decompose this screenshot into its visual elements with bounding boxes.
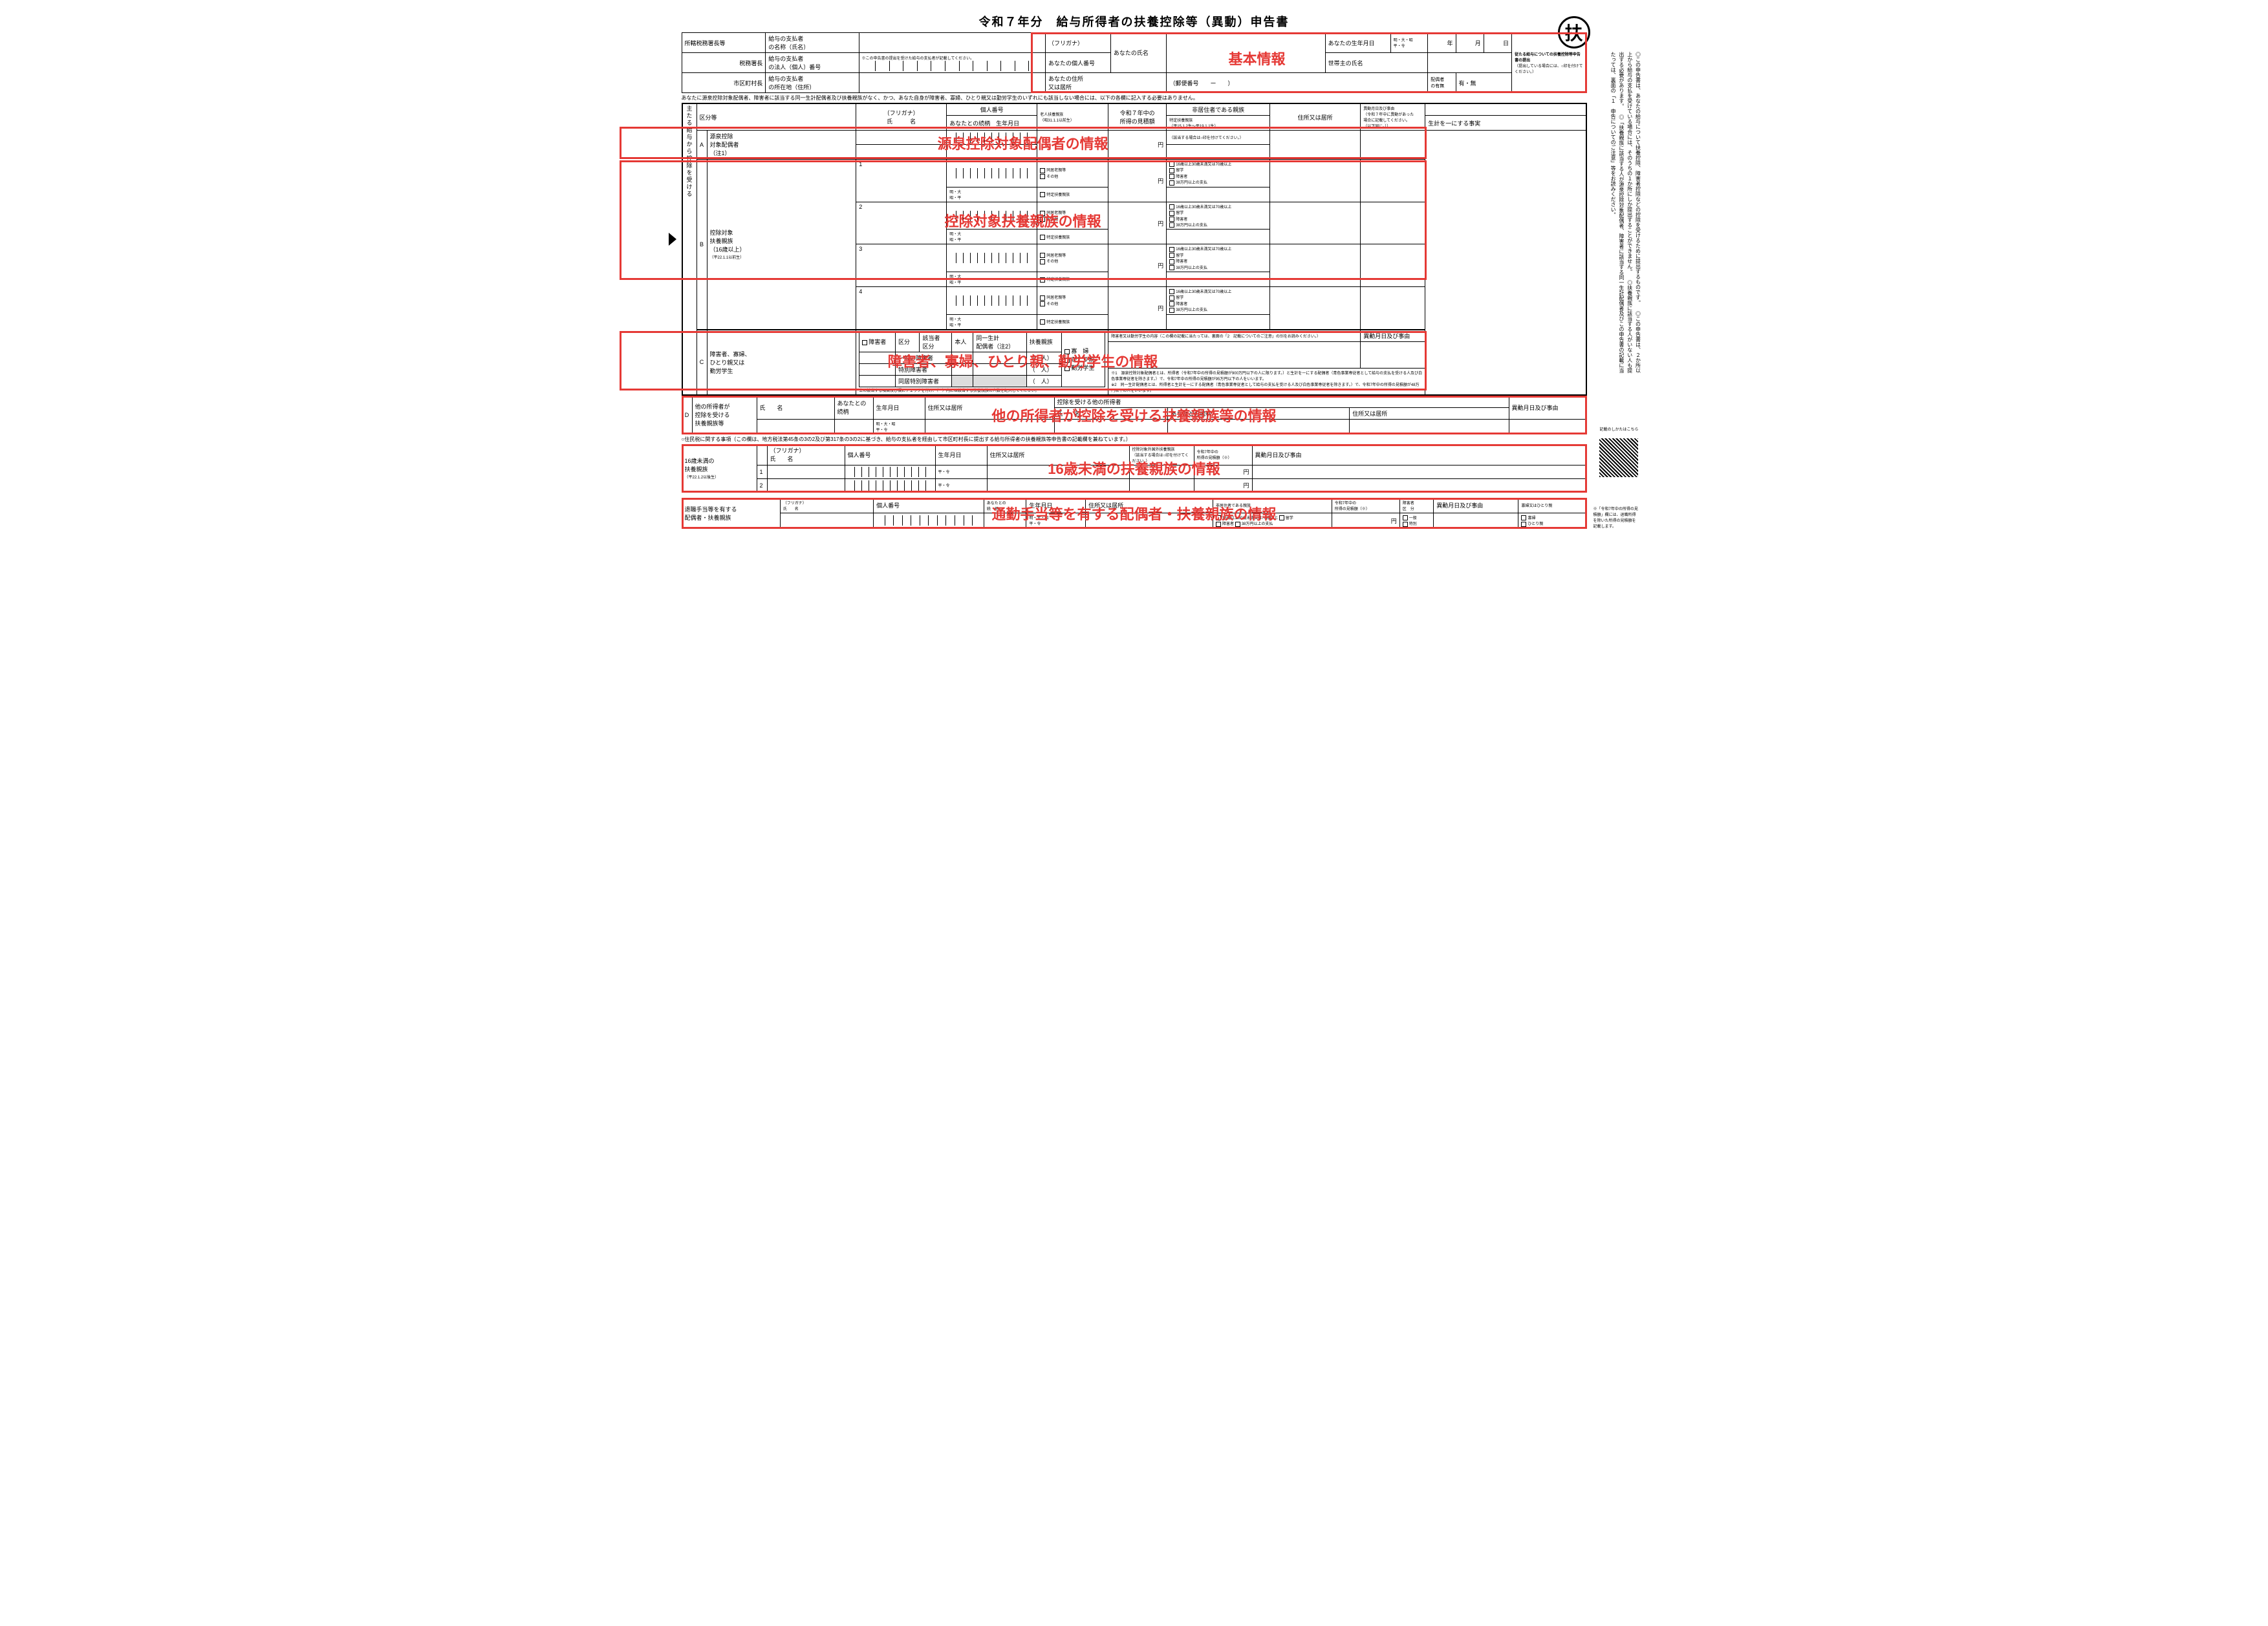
u16-note: ※「令和7年中の所得の見積額」欄には、退職所得を除いた所得の見積額を記載します。	[1593, 506, 1639, 529]
red-d: 他の所得者が控除を受ける扶養親族等の情報	[991, 405, 1276, 425]
b4-chk2[interactable]: 特定扶養親族	[1037, 314, 1108, 329]
ch-c3: 個人番号	[947, 103, 1037, 116]
note2: ○住民税に関する事項（この欄は、地方税法第45条の3の2及び第317条の3の2に…	[682, 434, 1587, 444]
b4-mynum[interactable]	[947, 287, 1037, 315]
era-label: 明・大・昭 平・令	[1390, 33, 1428, 53]
yr: 年	[1428, 33, 1456, 53]
red-f: 通勤手当等を有する配偶者・扶養親族の情報	[991, 503, 1276, 524]
hdr-r3c2: 給与の支払者 の所在地（住所）	[766, 73, 859, 93]
postal: （郵便番号 ー ）	[1167, 73, 1428, 93]
payer-addr[interactable]	[859, 73, 1045, 93]
red-e: 16歳未満の扶養親族の情報	[1048, 458, 1220, 478]
b4-r1[interactable]: 16歳以上30歳未満又は70歳以上留学障害者38万円以上の支払	[1167, 287, 1270, 315]
form-title: 令和７年分 給与所得者の扶養控除等（異動）申告書	[682, 13, 1587, 30]
b4-inc[interactable]: 円	[1108, 287, 1167, 330]
hdr-r2c1: 税務署長	[682, 53, 766, 73]
hdr-r2c2: 給与の支払者 の法人（個人）番号	[766, 53, 859, 73]
ch-c9: 非居住者である親族	[1167, 103, 1270, 116]
your-name-label: あなたの氏名	[1110, 33, 1167, 73]
hdr-r2note: ※この申告書の提出を受けた給与の支払者が記載してください。	[859, 53, 1045, 73]
payer-name[interactable]	[859, 33, 1045, 53]
b4-fact[interactable]	[1167, 314, 1270, 329]
b4-addr[interactable]	[1270, 287, 1361, 330]
mynum-label: あなたの個人番号	[1045, 53, 1110, 73]
side-note: ◎この申告書は、あなたの給与について扶養控除、障害者控除などの控除を受けるために…	[1593, 52, 1642, 375]
hh-name[interactable]	[1428, 53, 1512, 73]
hdr-r1c1: 所轄税務署長等	[682, 33, 766, 53]
addr-label: あなたの住所 又は居所	[1045, 73, 1166, 93]
your-name[interactable]	[1167, 33, 1325, 73]
red-b: 控除対象扶養親族の情報	[945, 210, 1101, 231]
extra-col: 従たる給与についての扶養控除等申告書の提出（提出している場合には、○印を付けてく…	[1512, 33, 1586, 93]
b4-chk1[interactable]: 同居老親等その他	[1037, 287, 1108, 315]
furigana-label: （フリガナ）	[1045, 33, 1110, 53]
red-a: 源泉控除対象配偶者の情報	[938, 133, 1108, 153]
b4-num: 4	[856, 287, 947, 330]
note1: あなたに源泉控除対象配偶者、障害者に該当する同一生計配偶者及び扶養親族がなく、か…	[682, 93, 1587, 103]
spouse-lbl: 配偶者 の有無	[1428, 73, 1456, 93]
red-c: 障害者、寡婦、ひとり親、勤労学生の情報	[888, 350, 1158, 371]
qr-code	[1599, 438, 1638, 477]
main-table: 主たる給与から控除を受ける 区分等 （フリガナ） 氏 名 個人番号 老人扶養親族…	[682, 103, 1587, 396]
header-table: 所轄税務署長等 給与の支払者 の名称（氏名） （フリガナ） あなたの氏名 あなた…	[682, 32, 1587, 93]
hdr-r3c1: 市区町村長	[682, 73, 766, 93]
spouse-yn[interactable]: 有・無	[1456, 73, 1512, 93]
hdr-r1c2: 給与の支払者 の名称（氏名）	[766, 33, 859, 53]
qr-area: 記載のしかたはこちら	[1599, 426, 1638, 477]
ch-c10: 生計を一にする事実	[1425, 116, 1586, 131]
dy: 日	[1484, 33, 1511, 53]
b4-era: 明・大 昭・平	[947, 314, 1037, 329]
bd-label: あなたの生年月日	[1325, 33, 1390, 53]
mo: 月	[1456, 33, 1484, 53]
hh-label: 世帯主の氏名	[1325, 53, 1428, 73]
b4-idou[interactable]	[1361, 287, 1425, 330]
